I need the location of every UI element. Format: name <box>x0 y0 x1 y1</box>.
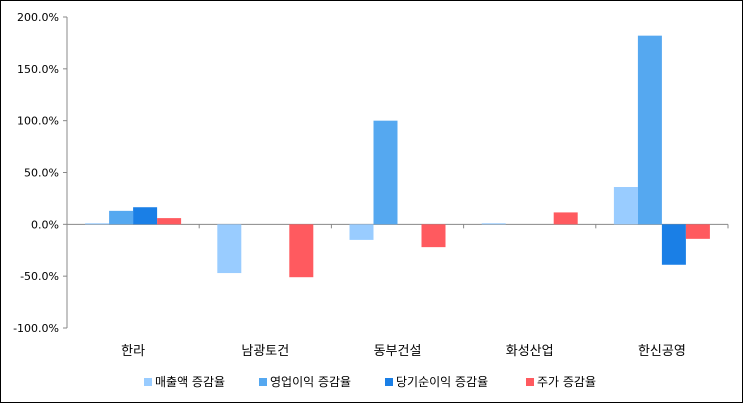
y-tick-label: 100.0% <box>17 115 59 128</box>
legend-swatch <box>144 378 152 386</box>
bar <box>637 35 662 225</box>
legend-swatch <box>259 378 267 386</box>
y-tick-label: 150.0% <box>17 63 59 76</box>
bar <box>553 212 578 225</box>
bar <box>685 224 710 239</box>
axes: 200.0% 150.0% 100.0% 50.0% 0.0% -50.0% -100.0%… <box>13 11 729 359</box>
bar <box>613 187 638 225</box>
bar <box>373 120 398 225</box>
y-tick-label: -100.0% <box>13 322 59 335</box>
bar <box>421 224 446 248</box>
bar <box>289 224 314 278</box>
x-tick-label: 화성산업 <box>506 344 554 359</box>
legend: 매출액 증감율 영업이익 증감율 당기순이익 증감율 주가 증감율 <box>144 375 596 389</box>
y-tick-label: 0.0% <box>31 218 59 231</box>
bar <box>157 218 182 225</box>
x-tick-label: 한라 <box>121 344 145 359</box>
legend-swatch <box>385 378 393 386</box>
legend-label: 주가 증감율 <box>537 375 596 389</box>
bars <box>85 35 710 278</box>
y-tick-label: -50.0% <box>20 270 59 283</box>
legend-swatch <box>526 378 534 386</box>
bar <box>481 223 506 225</box>
bar <box>661 224 686 265</box>
bar <box>109 210 134 225</box>
x-tick-label: 동부건설 <box>374 344 422 359</box>
bar <box>85 223 110 225</box>
bar <box>349 224 374 240</box>
x-tick-label: 남광토건 <box>241 344 289 359</box>
legend-label: 당기순이익 증감율 <box>396 375 488 389</box>
legend-label: 영업이익 증감율 <box>270 375 351 389</box>
bar <box>133 207 158 225</box>
bar <box>217 224 242 274</box>
legend-label: 매출액 증감율 <box>155 375 225 389</box>
y-tick-label: 200.0% <box>17 11 59 24</box>
x-tick-label: 한신공영 <box>638 344 686 359</box>
y-tick-label: 50.0% <box>24 167 59 180</box>
